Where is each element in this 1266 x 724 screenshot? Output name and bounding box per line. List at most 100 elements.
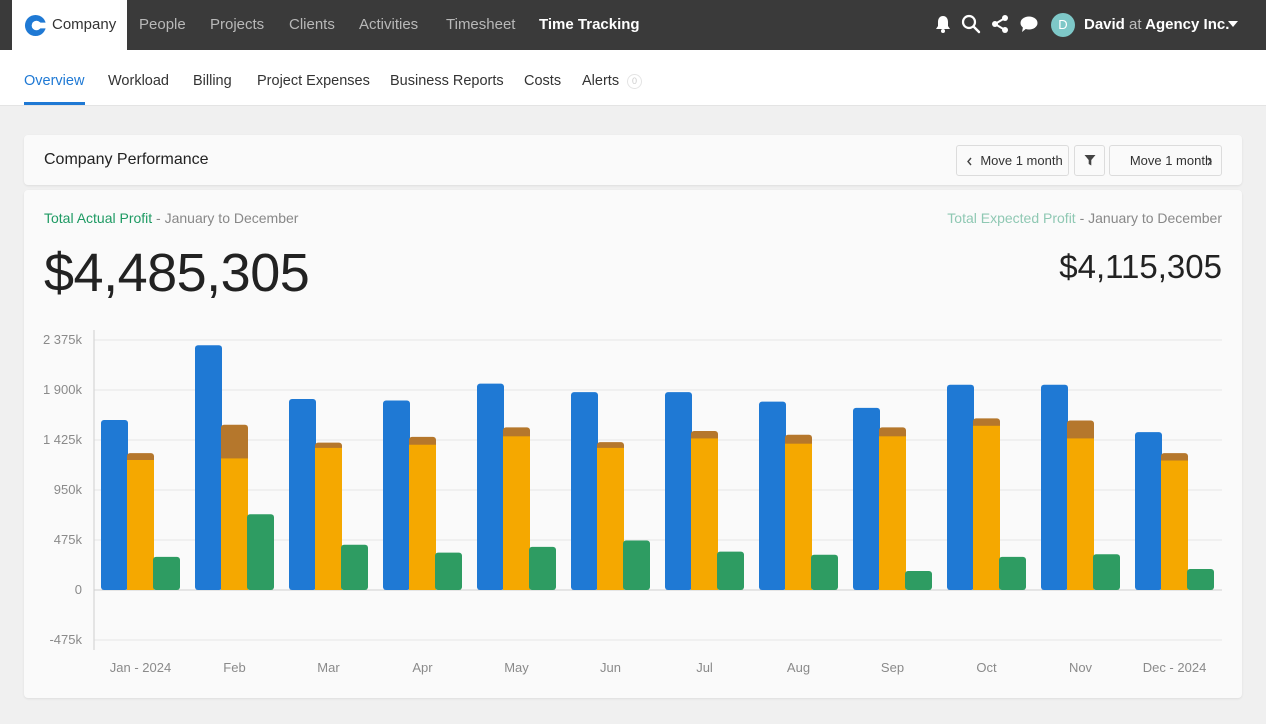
filter-button[interactable] bbox=[1074, 145, 1105, 176]
move-prev-label: Move 1 month bbox=[980, 153, 1063, 168]
filter-icon bbox=[1084, 155, 1096, 166]
tab-costs[interactable]: Costs bbox=[524, 73, 562, 89]
actual-profit-title: Total Actual Profit bbox=[44, 210, 153, 226]
profit-bar bbox=[1093, 554, 1120, 590]
profit-bar bbox=[717, 551, 744, 590]
nav-projects[interactable]: Projects bbox=[210, 16, 265, 33]
cost-bar bbox=[691, 438, 718, 590]
cost-bar bbox=[879, 436, 906, 590]
profit-bar-chart: 2 375k 1 900k 1 425k 950k 475k 0 -475k Jan - 20… bbox=[43, 330, 1222, 675]
cost-bar bbox=[127, 460, 154, 590]
nav-timesheet[interactable]: Timesheet bbox=[446, 16, 516, 33]
revenue-bar bbox=[101, 420, 128, 590]
x-tick-label: Oct bbox=[976, 660, 997, 675]
x-tick-label: Apr bbox=[412, 660, 433, 675]
panel-title: Company Performance bbox=[44, 151, 209, 168]
x-tick-label: Sep bbox=[881, 660, 904, 675]
x-tick-label: Jan - 2024 bbox=[110, 660, 171, 675]
x-tick-label: Aug bbox=[787, 660, 810, 675]
cost-bar bbox=[597, 447, 624, 590]
actual-profit-label: Total Actual Profit - January to Decembe… bbox=[44, 210, 298, 226]
expected-profit-range: - January to December bbox=[1075, 210, 1222, 226]
expected-profit-value: $4,115,305 bbox=[1059, 248, 1222, 285]
revenue-bar bbox=[477, 383, 504, 590]
cost-bar bbox=[785, 443, 812, 590]
x-tick-label: Jul bbox=[696, 660, 713, 675]
cost-bar bbox=[1161, 460, 1188, 590]
brand-tab[interactable]: Company bbox=[12, 0, 127, 50]
cost-bar bbox=[1067, 438, 1094, 590]
revenue-bar bbox=[947, 384, 974, 590]
actual-profit-range: - January to December bbox=[152, 210, 299, 226]
chevron-left-icon bbox=[967, 157, 972, 166]
profit-bar bbox=[1187, 568, 1214, 590]
move-prev-month-button[interactable]: Move 1 month bbox=[956, 145, 1069, 176]
tab-billing[interactable]: Billing bbox=[193, 73, 232, 89]
y-tick-label: 1 425k bbox=[43, 432, 83, 447]
cost-bar bbox=[315, 447, 342, 590]
alerts-badge: 0 bbox=[627, 74, 642, 89]
y-tick-label: 0 bbox=[75, 582, 82, 597]
brand-label: Company bbox=[52, 16, 117, 33]
profit-bar bbox=[811, 554, 838, 590]
profit-bar bbox=[999, 556, 1026, 590]
profit-bar bbox=[905, 571, 932, 590]
active-tab-indicator bbox=[24, 102, 85, 105]
company-logo-icon bbox=[24, 14, 47, 37]
user-at: at bbox=[1129, 16, 1142, 33]
revenue-bar bbox=[1135, 432, 1162, 590]
search-icon[interactable] bbox=[961, 14, 981, 34]
revenue-bar bbox=[195, 345, 222, 590]
cost-bar bbox=[221, 458, 248, 590]
bell-icon[interactable] bbox=[933, 14, 953, 34]
expected-profit-label: Total Expected Profit - January to Decem… bbox=[947, 210, 1222, 226]
tab-business-reports[interactable]: Business Reports bbox=[390, 73, 504, 89]
profit-bar bbox=[435, 552, 462, 590]
nav-clients[interactable]: Clients bbox=[289, 16, 335, 33]
user-org: Agency Inc. bbox=[1145, 16, 1230, 33]
x-tick-label: Mar bbox=[317, 660, 340, 675]
x-tick-label: Jun bbox=[600, 660, 621, 675]
user-menu[interactable]: David at Agency Inc. bbox=[1084, 16, 1229, 33]
performance-card: Total Actual Profit - January to Decembe… bbox=[24, 190, 1242, 698]
revenue-bar bbox=[665, 392, 692, 590]
cost-bar bbox=[503, 436, 530, 590]
y-tick-label: 1 900k bbox=[43, 382, 83, 397]
avatar[interactable]: D bbox=[1051, 13, 1075, 37]
expected-profit-title: Total Expected Profit bbox=[947, 210, 1076, 226]
chevron-right-icon bbox=[1207, 157, 1212, 166]
tab-project-expenses[interactable]: Project Expenses bbox=[257, 73, 370, 89]
profit-bar bbox=[529, 546, 556, 590]
tab-workload[interactable]: Workload bbox=[108, 73, 169, 89]
sub-navbar: Overview Workload Billing Project Expens… bbox=[0, 50, 1266, 106]
performance-header: Company Performance Move 1 month Move 1 … bbox=[24, 135, 1242, 185]
y-tick-label: 2 375k bbox=[43, 332, 83, 347]
tab-alerts[interactable]: Alerts bbox=[582, 73, 620, 89]
profit-bar bbox=[341, 544, 368, 590]
y-tick-label: 475k bbox=[54, 532, 83, 547]
profit-bar bbox=[153, 556, 180, 590]
nav-activities[interactable]: Activities bbox=[359, 16, 419, 33]
x-tick-label: Nov bbox=[1069, 660, 1093, 675]
share-icon[interactable] bbox=[990, 14, 1010, 34]
x-tick-label: Dec - 2024 bbox=[1143, 660, 1207, 675]
revenue-bar bbox=[759, 401, 786, 590]
chat-icon[interactable] bbox=[1019, 14, 1039, 34]
revenue-bar bbox=[289, 398, 316, 590]
top-navbar: Company People Projects Clients Activiti… bbox=[0, 0, 1266, 50]
move-next-month-button[interactable]: Move 1 month bbox=[1109, 145, 1222, 176]
tab-overview[interactable]: Overview bbox=[24, 73, 85, 89]
revenue-bar bbox=[383, 400, 410, 590]
chevron-down-icon[interactable] bbox=[1227, 18, 1239, 30]
y-tick-label: 950k bbox=[54, 482, 83, 497]
revenue-bar bbox=[571, 392, 598, 590]
move-next-label: Move 1 month bbox=[1129, 153, 1213, 168]
user-name: David bbox=[1084, 16, 1125, 33]
nav-people[interactable]: People bbox=[139, 16, 186, 33]
x-tick-label: Feb bbox=[223, 660, 245, 675]
cost-bar bbox=[973, 425, 1000, 590]
revenue-bar bbox=[853, 407, 880, 590]
nav-time-tracking[interactable]: Time Tracking bbox=[539, 16, 640, 33]
actual-profit-value: $4,485,305 bbox=[44, 243, 310, 303]
revenue-bar bbox=[1041, 384, 1068, 590]
